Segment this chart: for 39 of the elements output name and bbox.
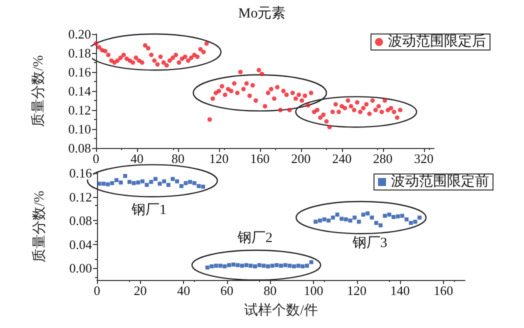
chart-title: Mo元素: [238, 6, 286, 22]
y-tick-label: 0.18: [68, 46, 91, 60]
x-tick-label: 80: [171, 151, 184, 166]
y-tick-label: 0.10: [68, 122, 91, 136]
x-tick-label: 0: [92, 151, 100, 166]
y-tick-label: 0.12: [69, 189, 92, 204]
x-tick-label: 0: [94, 283, 100, 298]
x-tick-label: 100: [304, 283, 324, 298]
y-tick-label: 0.08: [68, 140, 91, 156]
x-tick-label: 80: [264, 283, 277, 298]
x-tick-label: 200: [291, 151, 311, 166]
x-tick-label: 320: [414, 151, 434, 166]
y-tick-label: 0.04: [69, 236, 92, 252]
x-tick-label: 40: [130, 151, 144, 166]
y-tick-label: 0.16: [68, 64, 92, 80]
x-tick-label: 120: [347, 283, 367, 298]
x-tick-label: 280: [373, 151, 393, 166]
annotation: 钢厂2: [238, 230, 273, 247]
y-tick-label: 0.16: [69, 166, 92, 180]
y-tick-label: 0.08: [69, 213, 92, 228]
legend-label: 波动范围限定后: [388, 34, 486, 50]
x-tick-label: 20: [134, 283, 147, 298]
x-axis-title: 试样个数/件: [244, 302, 318, 318]
x-tick-label: 140: [390, 283, 410, 298]
x-tick-label: 160: [434, 283, 454, 298]
x-tick-label: 120: [209, 151, 229, 166]
y-axis-title: 质量分数/%: [32, 190, 48, 262]
y-tick-label: 0.12: [68, 102, 91, 118]
legend-label: 波动范围限定前: [391, 174, 489, 190]
x-tick-label: 60: [220, 283, 234, 298]
y-axis-title: 质量分数/%: [30, 54, 46, 127]
x-tick-label: 240: [332, 151, 352, 166]
y-tick-label: 0.00: [69, 260, 92, 276]
y-tick-label: 0.20: [68, 26, 91, 42]
annotation: 钢厂1: [131, 202, 166, 219]
x-tick-label: 40: [177, 283, 190, 298]
y-tick-label: 0.14: [68, 84, 92, 98]
annotation: 钢厂3: [352, 235, 388, 252]
x-tick-label: 160: [250, 151, 270, 166]
